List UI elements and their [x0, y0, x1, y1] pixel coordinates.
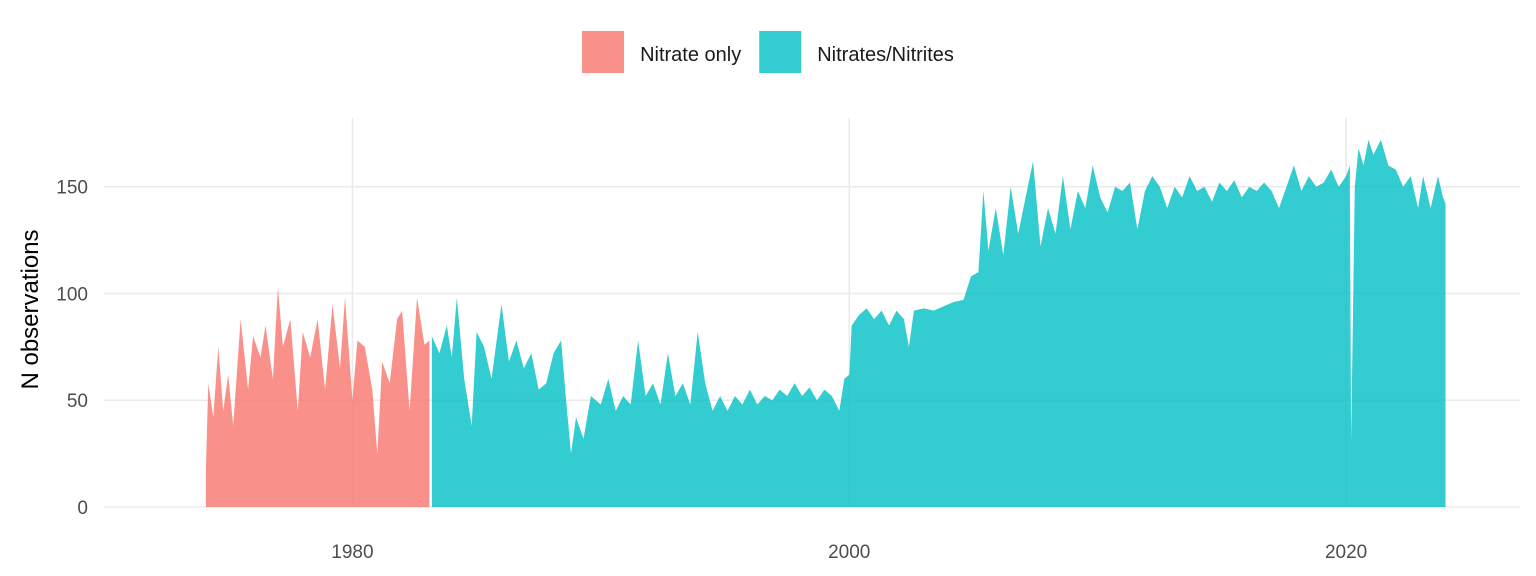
x-tick-label-1: 2000	[828, 542, 870, 563]
area-series-0	[205, 287, 430, 507]
y-tick-label-2: 100	[56, 284, 88, 305]
x-tick-label-2: 2020	[1325, 542, 1367, 563]
y-axis-title: N observations	[17, 229, 44, 389]
x-tick-label-0: 1980	[331, 542, 373, 563]
plot-areas	[205, 139, 1446, 508]
legend-key-1	[759, 31, 802, 73]
y-tick-label-1: 50	[67, 391, 88, 412]
legend: Nitrate only Nitrates/Nitrites	[582, 31, 954, 73]
y-tick-label-3: 150	[56, 178, 88, 199]
y-tick-label-0: 0	[77, 498, 88, 519]
tick-labels: 0 50 100 150 1980 2000 2020	[56, 178, 1367, 563]
area-series-1	[431, 139, 1446, 508]
legend-label-0: Nitrate only	[640, 44, 741, 66]
legend-label-1: Nitrates/Nitrites	[817, 44, 954, 66]
legend-key-0	[582, 31, 625, 73]
